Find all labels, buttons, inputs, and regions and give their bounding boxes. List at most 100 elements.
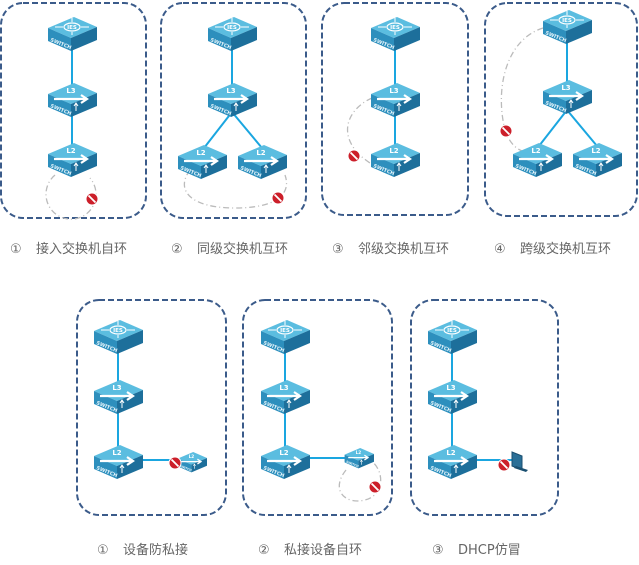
loop-path: [45, 174, 97, 220]
block-icon: [368, 480, 382, 494]
switch-right-face: [451, 330, 477, 354]
caption-text: 接入交换机自环: [36, 242, 128, 257]
switch-top: [208, 17, 257, 38]
switch-brand-label: SWITCH: [345, 460, 359, 469]
caption-same-level-loop: ② 同级交换机互环: [171, 238, 288, 257]
switch-left-face: [208, 94, 231, 117]
caption-number: ③: [332, 242, 344, 257]
up-arrow-icon: [263, 164, 269, 173]
caption-private-device-self-loop: ② 私接设备自环: [258, 539, 362, 558]
up-arrow-icon: [73, 102, 79, 111]
link-line: [538, 109, 568, 147]
up-arrow-icon: [396, 102, 402, 111]
forward-arrow-icon: [214, 94, 249, 104]
forward-arrow-icon: [181, 458, 203, 465]
caption-access-switch-self-loop: ① 接入交换机自环: [10, 238, 127, 257]
switch-left-face: [48, 154, 71, 177]
loop-path: [500, 27, 544, 153]
caption-text: 同级交换机互环: [197, 242, 289, 257]
l3-label: L3: [66, 87, 75, 95]
ies-label: IES: [447, 328, 457, 334]
forward-arrow-icon: [377, 94, 412, 104]
switch-left-face: [94, 391, 117, 414]
up-arrow-icon: [453, 399, 459, 408]
block-slash: [349, 151, 359, 161]
up-arrow-icon: [119, 399, 125, 408]
block-icon: [499, 124, 513, 138]
switch-right-face: [536, 153, 562, 177]
forward-arrow-icon: [579, 154, 614, 164]
forward-arrow-icon: [267, 456, 302, 466]
switch-top: [261, 320, 310, 341]
switch-left-face: [94, 456, 117, 479]
ies-label: IES: [562, 18, 572, 24]
switch-right-face: [284, 390, 310, 414]
switch-left-face: [48, 28, 71, 51]
switch-right-face: [284, 455, 310, 479]
caption-number: ①: [10, 242, 22, 257]
forward-arrow-icon: [267, 391, 302, 401]
panel-private-connection-prevention: [76, 299, 227, 516]
panel-cross-level-loop: [484, 2, 638, 217]
loop-path: [183, 169, 288, 209]
l2-label: L2: [591, 147, 600, 155]
block-slash: [170, 458, 180, 468]
caption-adjacent-level-loop: ③ 邻级交换机互环: [332, 238, 449, 257]
ies-label: IES: [390, 25, 400, 31]
switch-top: [48, 17, 97, 38]
panel-access-self-loop: [0, 2, 147, 219]
ies-ring: [386, 22, 404, 32]
forward-arrow-icon: [519, 154, 554, 164]
caption-number: ③: [432, 543, 444, 558]
ies-arrows-icon: [55, 18, 89, 35]
switch-right-face: [191, 458, 207, 473]
switch-right-face: [117, 330, 143, 354]
switch-left-face: [428, 456, 451, 479]
forward-arrow-icon: [184, 156, 219, 166]
switch-right-face: [117, 390, 143, 414]
up-arrow-icon: [233, 102, 239, 111]
up-arrow-icon: [192, 463, 196, 469]
block-icon: [168, 456, 182, 470]
switch-right-face: [201, 155, 227, 179]
l2-label: L2: [196, 149, 205, 157]
ies-label: IES: [280, 328, 290, 334]
switch-left-face: [178, 156, 201, 179]
switch-right-face: [284, 330, 310, 354]
l2-label: L2: [531, 147, 540, 155]
switch-left-face: [513, 154, 536, 177]
caption-number: ②: [258, 543, 270, 558]
panel-same-level-loop: [160, 2, 307, 219]
caption-number: ②: [171, 242, 183, 257]
ies-ring: [223, 22, 241, 32]
l2-label: L2: [256, 149, 265, 157]
l3-label: L3: [561, 84, 570, 92]
ies-arrows-icon: [378, 18, 412, 35]
caption-private-connection-prevention: ① 设备防私接: [97, 539, 188, 558]
l2-label: L2: [189, 454, 195, 459]
block-icon: [347, 149, 361, 163]
ies-ring: [63, 22, 81, 32]
switch-right-face: [71, 93, 97, 117]
ies-label: IES: [113, 328, 123, 334]
switch-left-face: [428, 331, 451, 354]
block-slash: [370, 482, 380, 492]
forward-arrow-icon: [100, 391, 135, 401]
switch-left-face: [94, 331, 117, 354]
pc-monitor-icon: [511, 451, 528, 472]
switch-right-face: [451, 390, 477, 414]
